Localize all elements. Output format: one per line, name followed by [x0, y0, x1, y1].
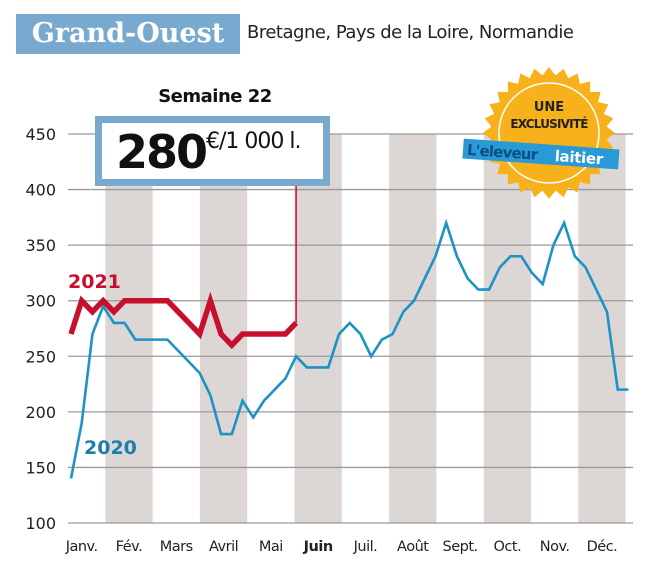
- month-band: [199, 134, 248, 523]
- month-label: Juin: [303, 539, 333, 555]
- brand-part2: laitier: [554, 147, 604, 168]
- month-label: Déc.: [587, 539, 618, 555]
- brand-banner: [462, 138, 620, 170]
- y-tick-label: 150: [25, 458, 56, 477]
- brand-part1: L'eleveur: [466, 141, 539, 164]
- month-label: Juil.: [353, 539, 378, 555]
- series-line-2021: [68, 291, 299, 350]
- region-title: Grand-Ouest: [16, 14, 240, 54]
- month-label: Nov.: [540, 539, 570, 555]
- month-band: [294, 134, 342, 523]
- y-tick-label: 200: [25, 403, 56, 422]
- month-label: Avril: [209, 539, 238, 555]
- price-callout: 280 €/1 000 l.: [95, 116, 330, 186]
- month-label: Sept.: [442, 539, 477, 555]
- y-tick-label: 450: [25, 125, 56, 144]
- month-label: Août: [397, 539, 429, 555]
- month-band: [483, 134, 531, 523]
- price-unit: €/1 000 l.: [206, 129, 301, 154]
- month-label: Fév.: [116, 539, 143, 555]
- y-tick-label: 300: [25, 292, 56, 311]
- y-tick-label: 250: [25, 347, 56, 366]
- series-line-2020: [69, 218, 629, 479]
- month-band: [389, 134, 437, 523]
- price-value: 280: [116, 125, 208, 179]
- series-label-2020: 2020: [84, 437, 137, 459]
- month-band: [578, 134, 626, 523]
- region-subtitle: Bretagne, Pays de la Loire, Normandie: [247, 22, 574, 43]
- week-label: Semaine 22: [158, 86, 272, 107]
- series-label-2021: 2021: [68, 271, 121, 293]
- y-tick-label: 400: [25, 181, 56, 200]
- month-label: Oct.: [494, 539, 522, 555]
- month-label: Mai: [259, 539, 283, 555]
- month-label: Janv.: [65, 539, 98, 555]
- badge-line2: EXCLUSIVITÉ: [510, 116, 588, 131]
- y-tick-label: 350: [25, 236, 56, 255]
- month-label: Mars: [160, 539, 193, 555]
- y-tick-label: 100: [25, 514, 56, 533]
- seal-ring: [498, 82, 600, 184]
- badge-line1: UNE: [534, 100, 564, 115]
- exclusive-badge: UNE EXCLUSIVITÉ L'eleveur laitier: [462, 67, 620, 199]
